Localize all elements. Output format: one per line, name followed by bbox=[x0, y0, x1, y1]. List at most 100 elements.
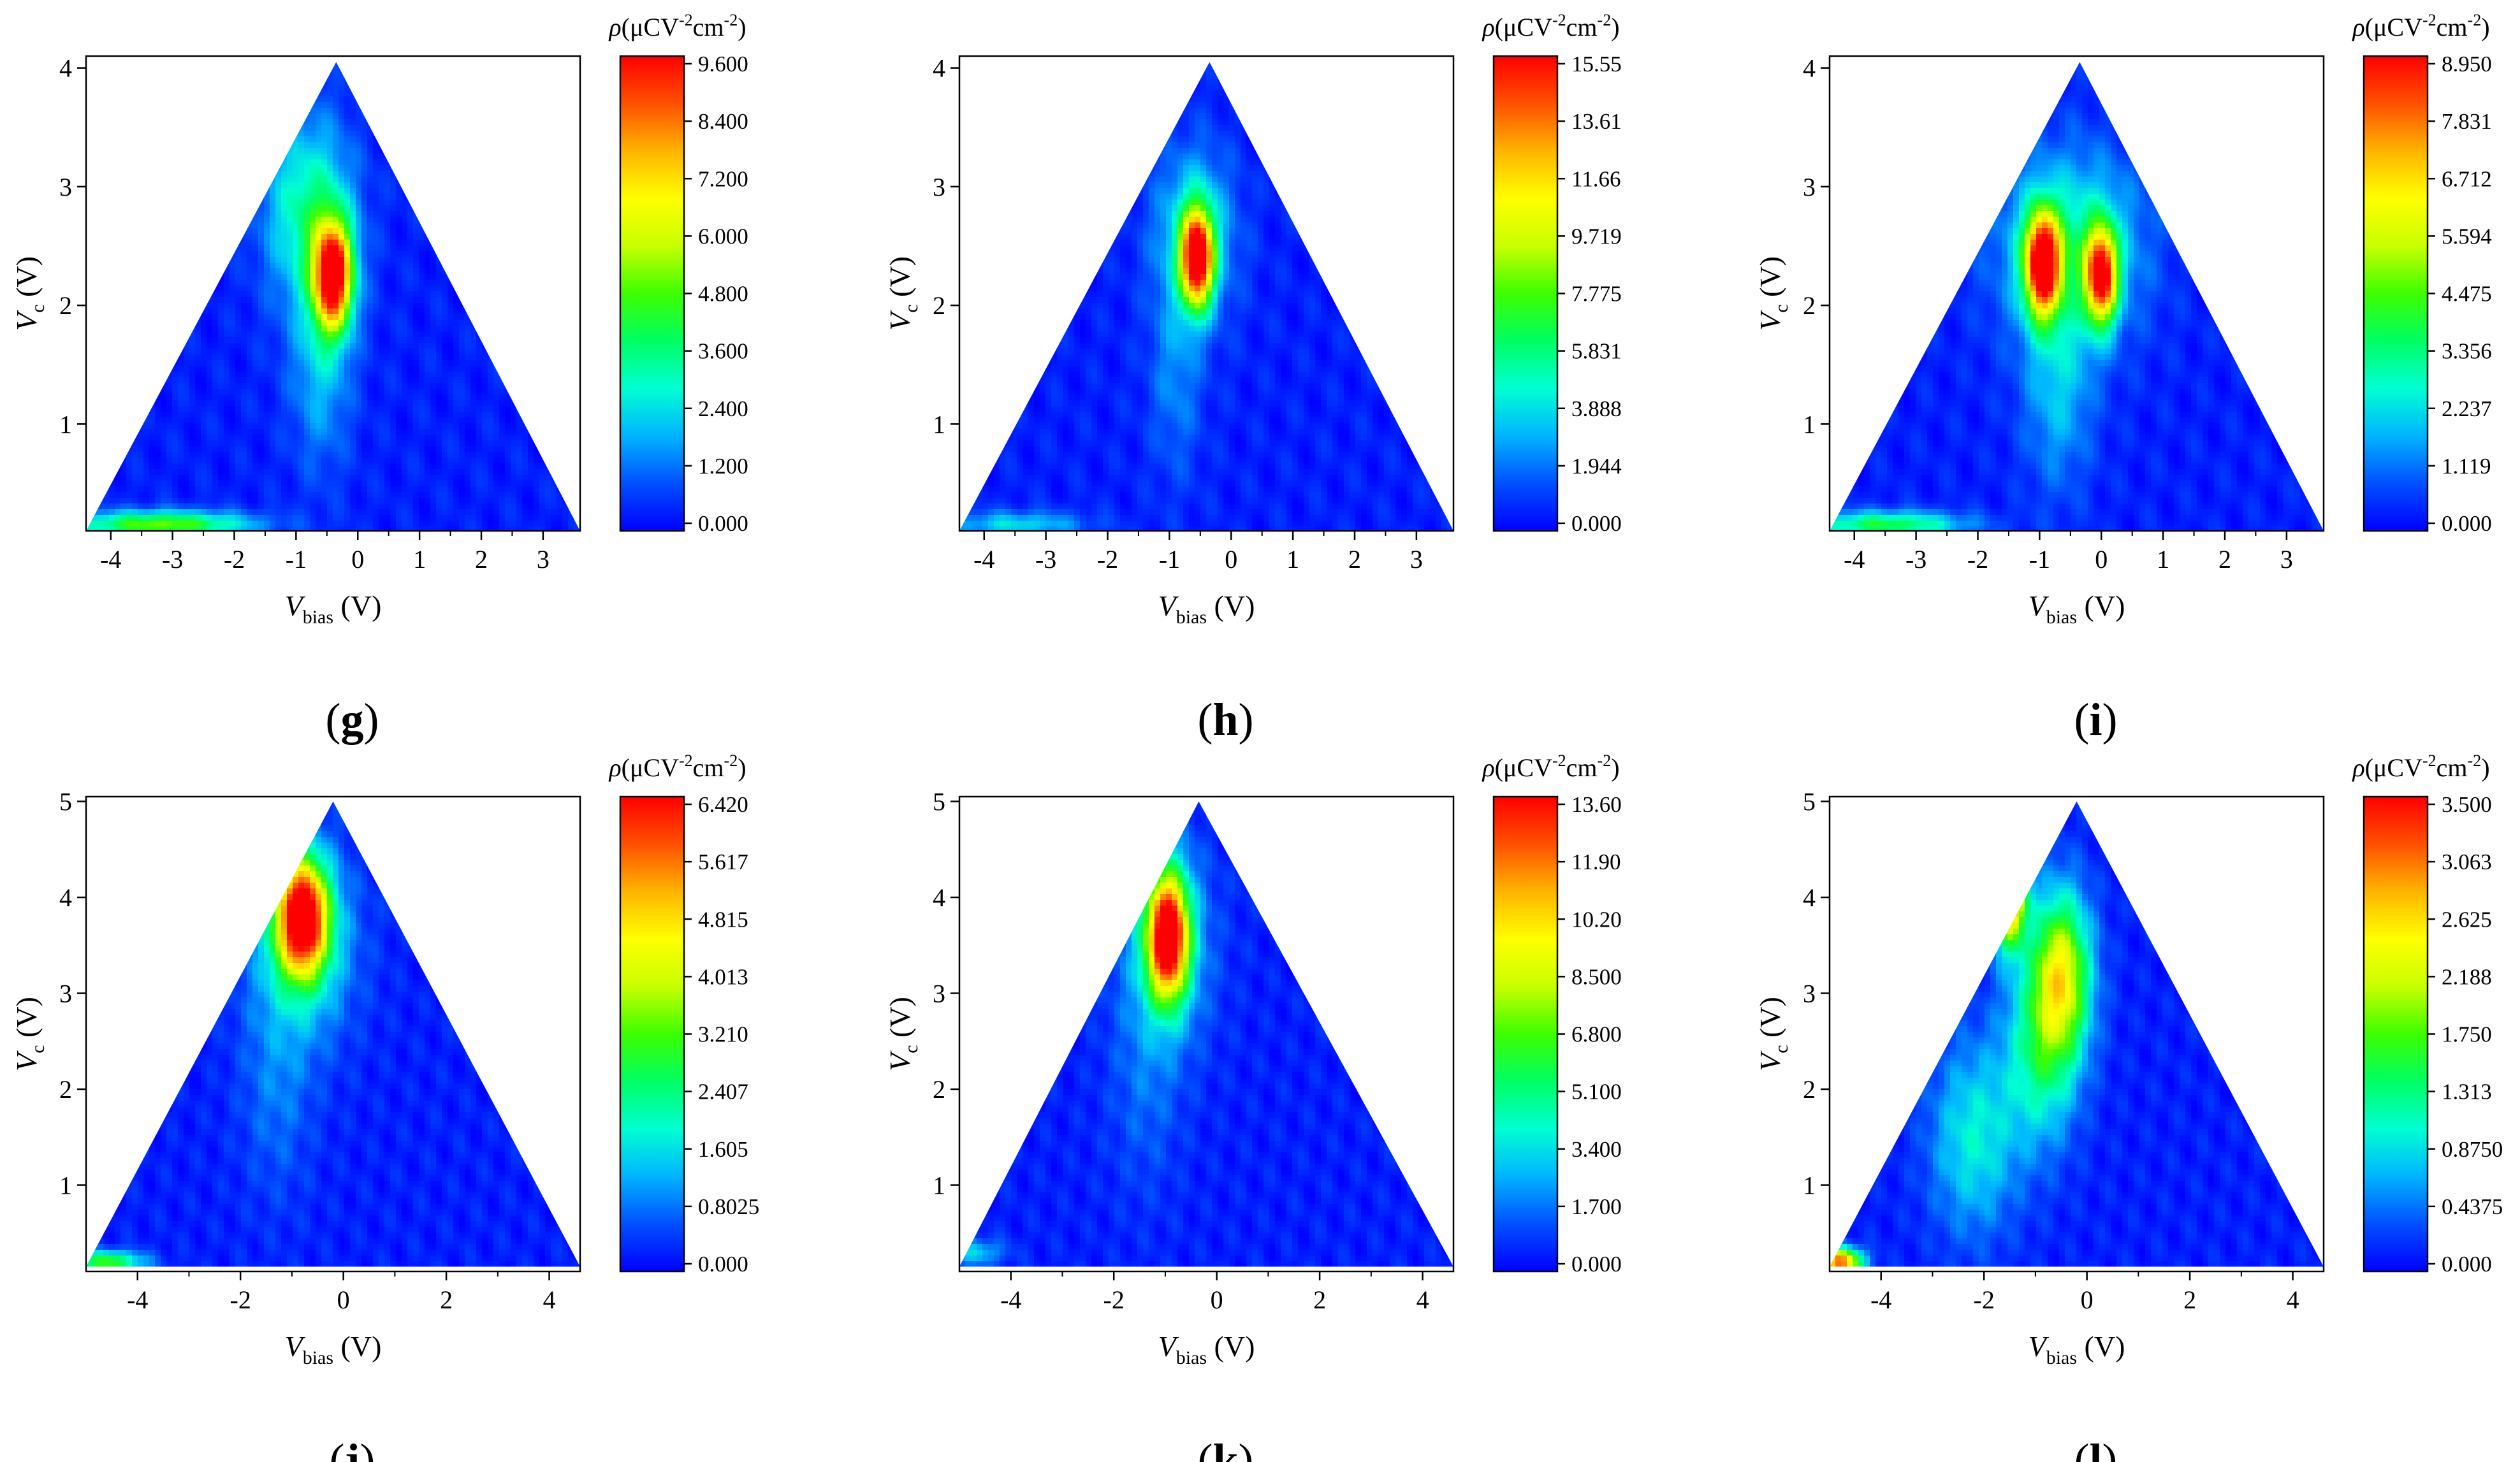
heat-cell bbox=[367, 199, 374, 206]
heat-cell bbox=[402, 217, 408, 223]
heat-cell bbox=[218, 343, 224, 349]
heat-cell bbox=[396, 188, 402, 194]
heat-cell bbox=[344, 131, 351, 137]
heat-cell bbox=[264, 234, 270, 240]
heat-cell bbox=[189, 383, 196, 389]
heat-cell bbox=[339, 142, 345, 148]
heat-cell bbox=[258, 337, 265, 344]
heat-cell bbox=[333, 113, 339, 120]
heat-cell bbox=[442, 280, 448, 286]
heat-cell bbox=[373, 337, 379, 344]
heat-cell bbox=[270, 245, 276, 252]
heat-cell bbox=[270, 331, 276, 338]
heat-cell bbox=[321, 165, 328, 171]
heat-cell bbox=[356, 188, 362, 194]
heat-cell bbox=[361, 372, 368, 378]
heat-cell bbox=[235, 274, 242, 280]
heat-cell bbox=[373, 297, 379, 303]
heat-cell bbox=[327, 102, 333, 108]
heat-cell bbox=[413, 314, 419, 321]
heat-cell bbox=[436, 308, 442, 315]
heat-cell bbox=[258, 234, 265, 240]
heat-cell bbox=[367, 228, 374, 235]
heat-cell bbox=[442, 377, 448, 384]
heat-cell bbox=[367, 297, 374, 303]
heat-cell bbox=[321, 102, 328, 108]
heat-cell bbox=[298, 337, 305, 344]
heat-cell bbox=[339, 337, 345, 344]
heat-cell bbox=[442, 343, 448, 349]
heat-cell bbox=[350, 148, 356, 154]
heat-cell bbox=[402, 263, 408, 269]
heat-cell bbox=[436, 291, 442, 298]
heat-cell bbox=[390, 314, 397, 321]
heat-cell bbox=[229, 343, 236, 349]
heat-cell bbox=[402, 291, 408, 298]
heat-cell bbox=[258, 211, 265, 217]
heat-cell bbox=[356, 245, 362, 252]
heat-cell bbox=[350, 131, 356, 137]
heat-cell bbox=[339, 377, 345, 384]
heat-cell bbox=[350, 308, 356, 315]
heat-cell bbox=[436, 343, 442, 349]
heat-cell bbox=[178, 360, 184, 366]
heat-cell bbox=[310, 372, 316, 378]
heat-cell bbox=[339, 154, 345, 160]
heat-cell bbox=[379, 337, 385, 344]
heat-cell bbox=[189, 349, 196, 355]
heat-cell bbox=[361, 354, 368, 361]
heat-cell bbox=[390, 372, 397, 378]
heat-cell bbox=[459, 354, 465, 361]
heat-cell bbox=[390, 354, 397, 361]
heat-cell bbox=[333, 136, 339, 143]
heat-cell bbox=[339, 188, 345, 194]
heat-cell bbox=[241, 291, 247, 298]
heat-cell bbox=[407, 343, 414, 349]
heat-cell bbox=[229, 286, 236, 292]
heat-cell bbox=[339, 171, 345, 177]
heat-cell bbox=[413, 268, 419, 275]
heat-cell bbox=[442, 331, 448, 338]
heat-cell bbox=[436, 326, 442, 332]
heat-cell bbox=[350, 286, 356, 292]
heat-cell bbox=[333, 251, 339, 257]
heat-cell bbox=[258, 377, 265, 384]
heat-cell bbox=[361, 113, 368, 120]
heat-cell bbox=[396, 182, 402, 189]
heat-cell bbox=[379, 251, 385, 257]
heat-cell bbox=[316, 245, 322, 252]
heat-cell bbox=[229, 280, 236, 286]
heat-cell bbox=[379, 217, 385, 223]
heat-cell bbox=[316, 177, 322, 183]
heat-cell bbox=[264, 280, 270, 286]
heat-cell bbox=[293, 354, 299, 361]
heat-cell bbox=[287, 280, 293, 286]
heat-cell bbox=[413, 326, 419, 332]
heat-cell bbox=[224, 331, 230, 338]
heat-cell bbox=[287, 205, 293, 212]
heat-cell bbox=[270, 228, 276, 235]
heat-cell bbox=[310, 182, 316, 189]
heat-cell bbox=[178, 354, 184, 361]
heat-cell bbox=[207, 326, 213, 332]
heat-cell bbox=[413, 366, 419, 372]
heat-cell bbox=[327, 205, 333, 212]
heat-cell bbox=[333, 68, 339, 74]
heat-cell bbox=[310, 343, 316, 349]
heat-cell bbox=[207, 303, 213, 309]
heat-cell bbox=[327, 136, 333, 143]
heat-cell bbox=[304, 182, 310, 189]
heat-cell bbox=[258, 268, 265, 275]
heat-cell bbox=[270, 360, 276, 366]
heat-cell bbox=[407, 245, 414, 252]
heat-cell bbox=[407, 222, 414, 229]
heat-cell bbox=[287, 320, 293, 326]
heat-cell bbox=[367, 343, 374, 349]
heat-cell bbox=[379, 343, 385, 349]
heat-cell bbox=[379, 274, 385, 280]
heat-cell bbox=[396, 297, 402, 303]
heat-cell bbox=[201, 372, 207, 378]
heat-cell bbox=[229, 263, 236, 269]
heat-cell bbox=[350, 159, 356, 166]
heat-cell bbox=[373, 205, 379, 212]
